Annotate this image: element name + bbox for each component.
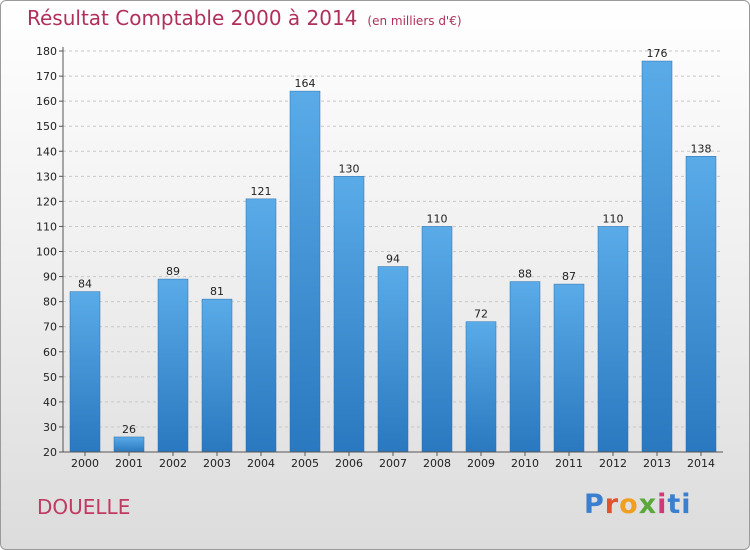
axes: 20 30 40 50 60 70 80 90 100 110 120 130 140 150 160 170… [36, 45, 723, 470]
bar [245, 198, 277, 453]
bar-value-label: 89 [166, 265, 180, 278]
bar [465, 321, 497, 453]
bar-value-label: 110 [603, 212, 624, 225]
bar-value-label: 87 [562, 270, 576, 283]
x-tick-label: 2000 [71, 457, 99, 470]
bar [641, 60, 673, 453]
bar-value-label: 164 [295, 77, 316, 90]
bar-value-label: 121 [251, 185, 272, 198]
y-tick-label: 90 [43, 271, 57, 284]
proxiti-logo: Proxiti [584, 489, 692, 520]
x-tick-label: 2014 [687, 457, 715, 470]
y-tick-label: 50 [43, 371, 57, 384]
city-name: DOUELLE [37, 495, 131, 519]
bar-value-label: 110 [427, 212, 448, 225]
y-tick-label: 120 [36, 195, 57, 208]
bar-value-label: 138 [691, 142, 712, 155]
y-tick-label: 30 [43, 421, 57, 434]
y-tick-label: 160 [36, 95, 57, 108]
y-tick-label: 180 [36, 45, 57, 58]
bar-value-label: 84 [78, 278, 92, 291]
y-tick-label: 80 [43, 296, 57, 309]
x-tick-label: 2007 [379, 457, 407, 470]
bar-value-label: 94 [386, 253, 400, 266]
x-tick-label: 2010 [511, 457, 539, 470]
bar [157, 278, 189, 453]
chart-title-text: Résultat Comptable 2000 à 2014 [27, 6, 358, 30]
y-tick-label: 40 [43, 396, 57, 409]
y-tick-label: 20 [43, 446, 57, 459]
bar [333, 176, 365, 453]
bars: 84 26 89 81 121 164 130 94 110 72 88 87 110 176 138 [69, 47, 717, 453]
x-tick-label: 2002 [159, 457, 187, 470]
x-tick-label: 2006 [335, 457, 363, 470]
x-tick-label: 2008 [423, 457, 451, 470]
bar-value-label: 81 [210, 285, 224, 298]
x-tick-label: 2003 [203, 457, 231, 470]
y-tick-label: 130 [36, 170, 57, 183]
x-tick-label: 2013 [643, 457, 671, 470]
bar [553, 283, 585, 453]
bar [201, 298, 233, 453]
bar [685, 156, 717, 453]
bar-value-label: 176 [647, 47, 668, 60]
bar [597, 226, 629, 453]
bar [113, 436, 145, 453]
bar-value-label: 88 [518, 268, 532, 281]
chart-title: Résultat Comptable 2000 à 2014 (en millie… [27, 6, 462, 30]
x-tick-label: 2011 [555, 457, 583, 470]
y-tick-label: 140 [36, 145, 57, 158]
x-tick-label: 2012 [599, 457, 627, 470]
x-tick-label: 2001 [115, 457, 143, 470]
bar [421, 226, 453, 453]
chart-subtitle: (en milliers d'€) [367, 14, 462, 28]
y-tick-label: 70 [43, 321, 57, 334]
bar [509, 281, 541, 453]
bar-value-label: 130 [339, 162, 360, 175]
bar [289, 90, 321, 453]
bar-value-label: 26 [122, 423, 136, 436]
bar-value-label: 72 [474, 308, 488, 321]
x-tick-label: 2005 [291, 457, 319, 470]
y-tick-label: 170 [36, 70, 57, 83]
x-tick-label: 2004 [247, 457, 275, 470]
bar [69, 291, 101, 453]
y-tick-label: 150 [36, 120, 57, 133]
bar [377, 266, 409, 453]
y-tick-label: 100 [36, 246, 57, 259]
x-tick-label: 2009 [467, 457, 495, 470]
y-tick-label: 110 [36, 220, 57, 233]
y-tick-label: 60 [43, 346, 57, 359]
